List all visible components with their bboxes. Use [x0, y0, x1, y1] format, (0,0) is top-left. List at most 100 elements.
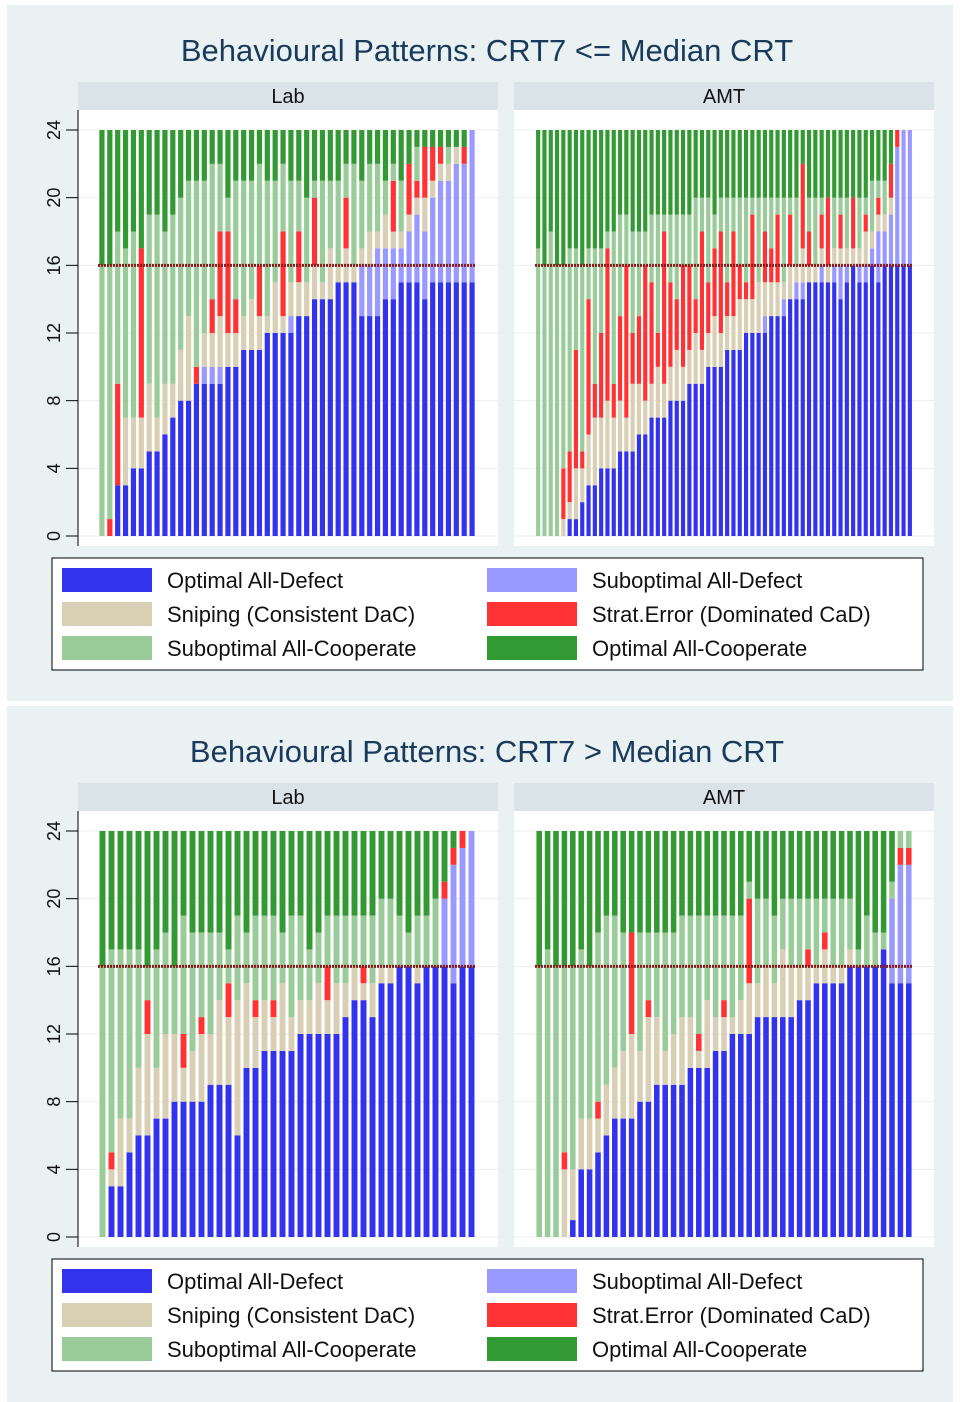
bar-segment: [599, 468, 604, 536]
bar-segment: [704, 915, 710, 1001]
bar-segment: [699, 383, 705, 536]
bar-segment: [279, 932, 286, 984]
bar-segment: [162, 1034, 169, 1119]
bar-segment: [704, 1067, 710, 1237]
bar-segment: [351, 831, 358, 916]
bar-segment: [536, 248, 541, 536]
bar-segment: [542, 265, 547, 536]
bar-segment: [611, 130, 616, 232]
bar-segment: [737, 130, 742, 198]
bar-segment: [270, 915, 277, 1001]
bar-segment: [333, 831, 340, 916]
bar-segment: [788, 197, 793, 215]
bar-segment: [699, 231, 705, 350]
bar-segment: [630, 451, 635, 536]
bar-segment: [762, 231, 768, 283]
bar-segment: [844, 197, 849, 249]
bar-segment: [838, 831, 845, 899]
bar-segment: [256, 130, 263, 164]
bar-segment: [264, 130, 270, 181]
bar-segment: [209, 299, 215, 333]
bar-segment: [780, 831, 786, 899]
bar-segment: [645, 932, 652, 1001]
bar-segment: [288, 180, 294, 283]
bar-segment: [822, 983, 828, 1237]
bar-segment: [800, 130, 805, 164]
bar-segment: [234, 915, 241, 1001]
bar-segment: [687, 831, 694, 916]
bar-segment: [351, 163, 357, 266]
bar-segment: [655, 214, 660, 333]
bar-segment: [855, 949, 862, 967]
y-tick-label: 20: [44, 889, 64, 909]
bar-segment: [359, 130, 365, 181]
bar-segment: [351, 130, 357, 164]
bar-segment: [162, 231, 168, 384]
bar-segment: [406, 163, 412, 215]
bar-segment: [762, 282, 768, 317]
bar-segment: [542, 130, 547, 266]
bar-segment: [750, 130, 755, 198]
bar-segment: [746, 1034, 752, 1237]
bar-segment: [863, 282, 868, 536]
y-tick-label: 0: [44, 531, 64, 541]
bar-segment: [838, 197, 843, 215]
bar-segment: [162, 130, 168, 232]
bar-segment: [217, 163, 223, 232]
bar-segment: [611, 468, 616, 536]
bar-segment: [130, 130, 137, 232]
bar-segment: [445, 180, 452, 283]
bar-segment: [144, 1135, 151, 1237]
y-tick-label: 4: [44, 1164, 64, 1174]
bar-segment: [872, 966, 878, 1237]
bar-segment: [699, 349, 705, 384]
bar-segment: [725, 349, 730, 536]
bar-segment: [351, 966, 358, 1001]
bar-segment: [536, 966, 542, 1237]
bar-segment: [731, 130, 736, 198]
bar-segment: [696, 1034, 702, 1051]
legend-label: Suboptimal All-Defect: [592, 1269, 802, 1294]
bar-segment: [662, 831, 668, 933]
bar-segment: [272, 282, 278, 333]
bar-segment: [544, 949, 551, 1237]
bar-segment: [670, 1034, 677, 1085]
bar-segment: [126, 949, 133, 1119]
bar-segment: [209, 333, 215, 367]
bar-segment: [869, 180, 875, 232]
bar-segment: [668, 366, 673, 401]
bar-segment: [687, 1017, 694, 1068]
bar-segment: [437, 146, 444, 164]
bar-segment: [746, 831, 752, 882]
bar-segment: [390, 248, 396, 300]
bar-segment: [398, 180, 404, 232]
bar-segment: [603, 831, 610, 916]
bar-segment: [872, 932, 878, 967]
legend-label: Optimal All-Cooperate: [592, 636, 807, 661]
bar-segment: [327, 248, 333, 300]
bar-segment: [369, 831, 376, 916]
bar-segment: [643, 434, 648, 536]
bar-segment: [115, 485, 121, 536]
bar-segment: [390, 130, 396, 164]
bar-segment: [327, 299, 333, 536]
bar-segment: [311, 299, 318, 536]
bar-segment: [390, 180, 396, 232]
bar-segment: [193, 130, 200, 181]
bar-segment: [649, 282, 654, 384]
bar-segment: [838, 983, 845, 1237]
bar-segment: [343, 197, 349, 249]
bar-segment: [738, 1034, 744, 1237]
bar-segment: [687, 265, 692, 350]
y-tick-label: 16: [44, 255, 64, 275]
legend-label: Optimal All-Cooperate: [592, 1337, 807, 1362]
bar-segment: [414, 214, 420, 283]
bar-segment: [679, 1017, 685, 1085]
bar-segment: [662, 417, 667, 536]
bar-segment: [153, 1067, 160, 1119]
legend-swatch: [62, 1269, 152, 1293]
bar-segment: [162, 932, 169, 1034]
bar-segment: [567, 502, 572, 520]
bar-segment: [746, 898, 752, 984]
bar-segment: [180, 1067, 187, 1102]
